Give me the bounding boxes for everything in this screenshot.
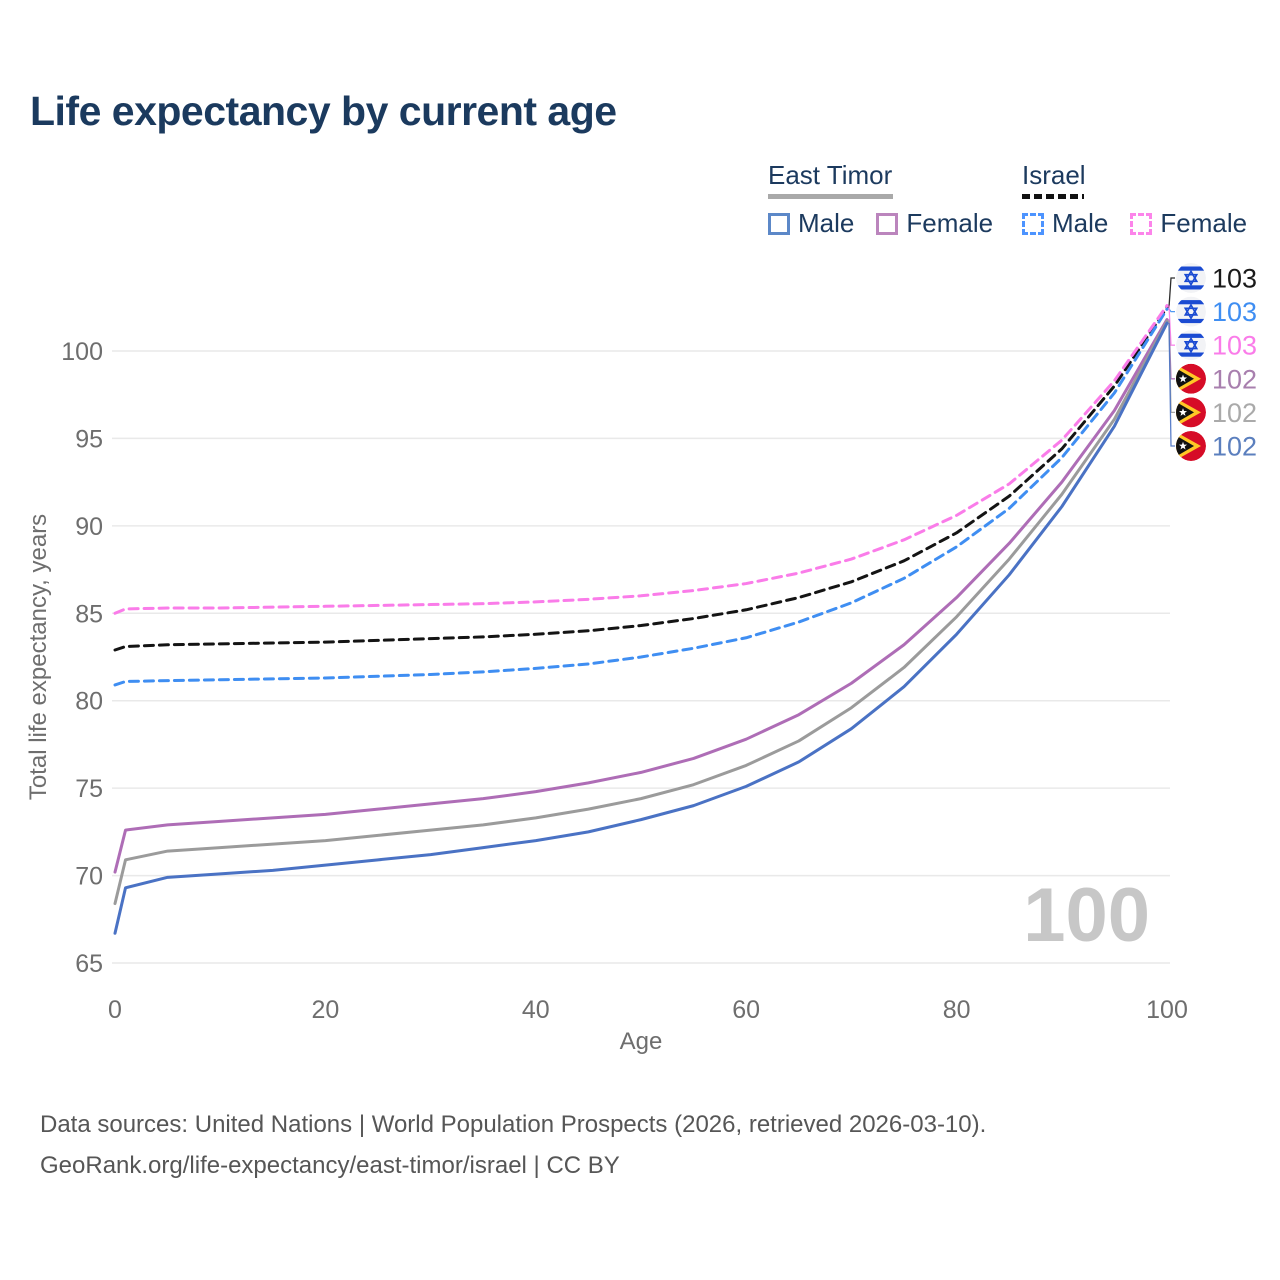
x-tick-label: 80 <box>943 996 971 1024</box>
legend-swatch-israel-male <box>1022 212 1044 235</box>
page-title: Life expectancy by current age <box>30 88 617 134</box>
series-line-israel-both[interactable] <box>113 305 1169 652</box>
y-tick-label: 95 <box>75 425 103 453</box>
israel-flag-icon <box>1176 330 1206 360</box>
series-lines <box>113 304 1169 935</box>
legend-item-east-timor-female[interactable]: Female <box>876 208 993 239</box>
legend-label: Male <box>1052 208 1109 238</box>
end-value-label: 103 <box>1212 297 1257 327</box>
end-value-label: 103 <box>1212 331 1257 361</box>
label-connector <box>1168 277 1175 308</box>
legend-country-israel: Israel <box>1022 160 1086 190</box>
y-tick-label: 100 <box>61 338 103 366</box>
footer-link: GeoRank.org/life-expectancy/east-timor/i… <box>40 1152 620 1179</box>
legend-group-israel: Israel Male Female <box>1022 160 1247 239</box>
east-timor-flag-icon <box>1176 431 1206 461</box>
east-timor-flag-icon <box>1176 397 1206 427</box>
y-tick-label: 90 <box>75 513 103 541</box>
y-axis-title: Total life expectancy, years <box>25 514 52 800</box>
footer-sources: Data sources: United Nations | World Pop… <box>40 1111 987 1138</box>
legend-linestyle-israel <box>1022 194 1084 199</box>
series-line-east-timor-both[interactable] <box>113 319 1169 906</box>
label-connector <box>1168 305 1175 346</box>
series-line-east-timor-female[interactable] <box>113 318 1169 874</box>
x-tick-label: 0 <box>108 996 122 1024</box>
israel-flag-icon <box>1176 297 1206 327</box>
east-timor-flag-icon <box>1176 364 1206 394</box>
legend-group-east-timor: East Timor Male Female <box>768 160 993 239</box>
end-value-label: 103 <box>1212 264 1257 294</box>
end-value-label: 102 <box>1212 432 1257 462</box>
y-tick-label: 75 <box>75 775 103 803</box>
series-line-israel-female[interactable] <box>113 304 1169 615</box>
legend-linestyle-east-timor <box>768 194 893 199</box>
legend-label: Female <box>906 208 994 238</box>
y-tick-label: 85 <box>75 600 103 628</box>
legend-label: Female <box>1160 208 1248 238</box>
legend-swatch-east-timor-male <box>768 212 790 235</box>
x-tick-label: 20 <box>311 996 339 1024</box>
footer: Data sources: United Nations | World Pop… <box>40 1104 986 1186</box>
legend-item-israel-male[interactable]: Male <box>1022 208 1108 239</box>
legend-label: Male <box>798 208 855 238</box>
axis-ticks: 65 70 75 80 85 90 95 100 0 20 40 60 80 100 <box>61 338 1188 1024</box>
legend-swatch-east-timor-female <box>876 212 899 235</box>
x-tick-label: 60 <box>732 996 760 1024</box>
gridlines <box>112 350 1170 964</box>
x-tick-label: 100 <box>1146 996 1188 1024</box>
chart-watermark: 100 <box>1023 873 1150 958</box>
israel-flag-icon <box>1176 263 1206 293</box>
legend-country-east-timor: East Timor <box>768 160 893 190</box>
series-line-israel-male[interactable] <box>113 307 1169 687</box>
end-value-label: 102 <box>1212 398 1257 428</box>
legend-item-east-timor-male[interactable]: Male <box>768 208 854 239</box>
series-line-east-timor-male[interactable] <box>113 321 1169 935</box>
x-tick-label: 40 <box>522 996 550 1024</box>
legend-item-israel-female[interactable]: Female <box>1130 208 1247 239</box>
legend-swatch-israel-female <box>1130 212 1153 235</box>
end-value-label: 102 <box>1212 364 1257 394</box>
y-tick-label: 80 <box>75 688 103 716</box>
y-tick-label: 70 <box>75 863 103 891</box>
x-axis-title: Age <box>620 1028 663 1055</box>
y-tick-label: 65 <box>75 950 103 978</box>
label-connector <box>1168 323 1175 447</box>
